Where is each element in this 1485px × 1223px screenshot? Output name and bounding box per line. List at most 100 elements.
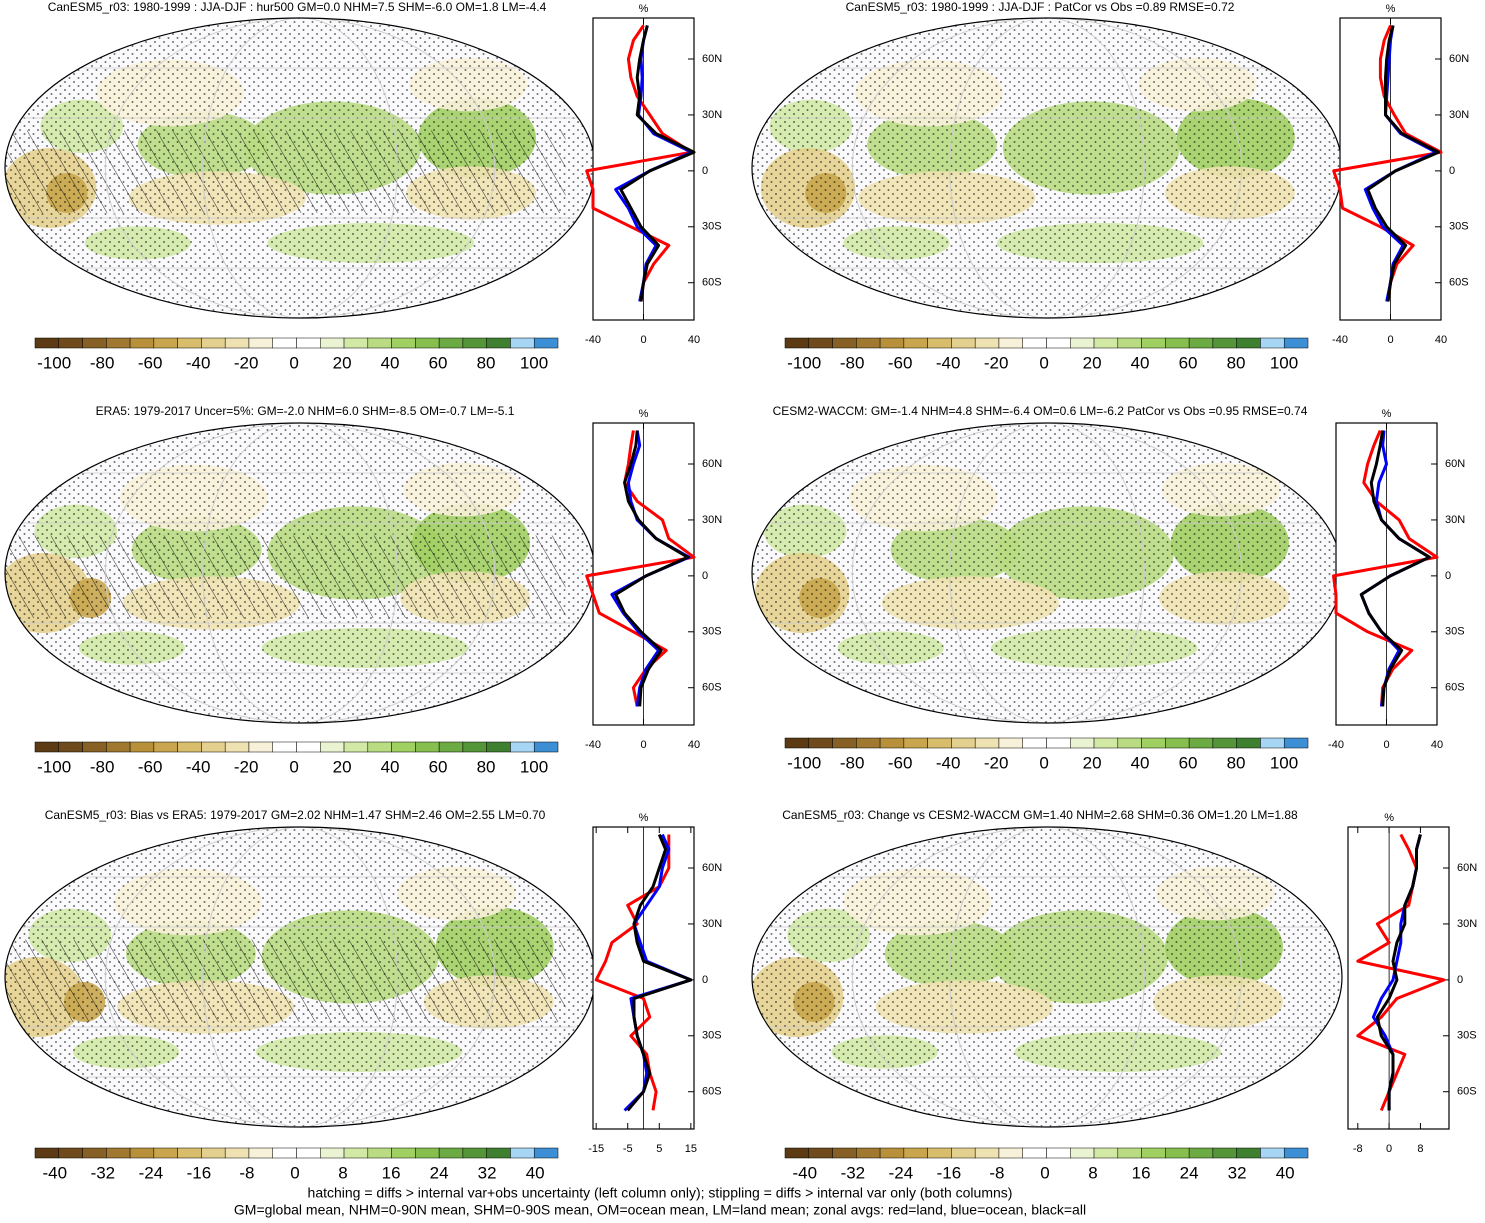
colorbar-box <box>927 337 952 349</box>
y-tick-label: 30S <box>702 626 722 638</box>
colorbar-box <box>296 337 321 349</box>
axis-label: % <box>1384 812 1394 824</box>
colorbar-box <box>1165 337 1190 349</box>
colorbar-label: -80 <box>840 353 865 372</box>
colorbar-box <box>1212 337 1237 349</box>
colorbar-label: -100 <box>37 353 71 372</box>
colorbar-label: -24 <box>889 1163 914 1182</box>
colorbar-box <box>82 1147 107 1159</box>
colorbar-label: 60 <box>429 353 448 372</box>
colorbar-box <box>320 1147 345 1159</box>
colorbar-box <box>462 337 487 349</box>
colorbar-box <box>1188 737 1214 749</box>
y-tick-label: 30S <box>702 1030 722 1042</box>
colorbar-box <box>1070 337 1095 349</box>
panel: ERA5: 1979-2017 Uncer=5%: GM=-2.0 NHM=6.… <box>4 404 722 776</box>
colorbar-box <box>1117 737 1142 749</box>
colorbar-box <box>320 741 345 753</box>
graticule <box>949 423 1145 723</box>
y-tick-label: 60S <box>702 277 722 289</box>
colorbar-box <box>391 741 416 753</box>
colorbar-box <box>486 741 511 753</box>
colorbar-box <box>1283 337 1309 349</box>
x-tick-label: -40 <box>1332 334 1348 346</box>
colorbar-box <box>1260 737 1285 749</box>
colorbar-label: -80 <box>90 757 115 776</box>
map <box>5 18 595 318</box>
colorbar-box <box>510 337 535 349</box>
colorbar-box <box>998 737 1023 749</box>
colorbar-box <box>974 337 1000 349</box>
colorbar-box <box>1117 1147 1142 1159</box>
colorbar-box <box>856 737 881 749</box>
colorbar-label: 20 <box>333 757 352 776</box>
x-tick-label: -40 <box>585 334 601 346</box>
colorbar-box <box>367 1147 392 1159</box>
colorbar-box <box>1165 1147 1190 1159</box>
colorbar-label: 8 <box>1088 1163 1097 1182</box>
colorbar-label: -16 <box>937 1163 962 1182</box>
colorbar-box <box>129 337 155 349</box>
y-tick-label: 30N <box>1445 514 1465 526</box>
colorbar-box <box>177 1147 202 1159</box>
y-tick-label: 60N <box>1445 458 1465 470</box>
colorbar-box <box>832 737 857 749</box>
colorbar-box <box>129 1147 155 1159</box>
colorbar-label: -20 <box>234 757 259 776</box>
colorbar-box <box>1046 737 1071 749</box>
colorbar-box <box>272 337 297 349</box>
colorbar-label: 40 <box>381 757 400 776</box>
colorbar-label: 40 <box>526 1163 545 1182</box>
colorbar-box <box>998 1147 1023 1159</box>
colorbar-label: -60 <box>138 757 163 776</box>
hatching <box>5 535 566 618</box>
x-tick-label: 8 <box>1417 1143 1423 1155</box>
colorbar-label: -20 <box>984 353 1009 372</box>
colorbar-box <box>153 1147 178 1159</box>
colorbar-box <box>784 737 810 749</box>
colorbar-label: -80 <box>90 353 115 372</box>
colorbar-box <box>1093 337 1119 349</box>
colorbar-box <box>391 1147 416 1159</box>
colorbar-box <box>1260 1147 1285 1159</box>
colorbar-box <box>391 337 416 349</box>
colorbar-label: -40 <box>186 353 211 372</box>
colorbar-box <box>879 337 905 349</box>
colorbar-box <box>34 1147 60 1159</box>
panel-title: CESM2-WACCM: GM=-1.4 NHM=4.8 SHM=-6.4 OM… <box>773 404 1308 418</box>
panel-title: CanESM5_r03: Change vs CESM2-WACCM GM=1.… <box>782 808 1298 822</box>
colorbar-label: -100 <box>787 353 821 372</box>
y-tick-label: 60S <box>1457 1086 1477 1098</box>
y-tick-label: 60S <box>1445 682 1465 694</box>
colorbar-box <box>784 337 810 349</box>
y-tick-label: 0 <box>1449 165 1455 177</box>
colorbar-box <box>1212 737 1237 749</box>
colorbar-box <box>343 741 369 753</box>
x-tick-label: -8 <box>1353 1143 1363 1155</box>
graticule <box>202 18 398 318</box>
y-tick-label: 60N <box>702 458 722 470</box>
colorbar-label: -8 <box>989 1163 1004 1182</box>
colorbar-label: -20 <box>984 753 1009 772</box>
panel: CanESM5_r03: 1980-1999 : JJA-DJF : PatCo… <box>751 0 1469 372</box>
colorbar-box <box>1022 1147 1047 1159</box>
panel-title: CanESM5_r03: 1980-1999 : JJA-DJF : PatCo… <box>846 0 1235 14</box>
colorbar-box <box>832 1147 857 1159</box>
colorbar-label: 40 <box>1131 753 1150 772</box>
hatching <box>5 130 566 213</box>
colorbar-box <box>224 1147 250 1159</box>
colorbar-label: -8 <box>239 1163 254 1182</box>
colorbar-box <box>951 1147 976 1159</box>
colorbar-box <box>82 337 107 349</box>
colorbar-label: 40 <box>381 353 400 372</box>
colorbar-label: -16 <box>187 1163 212 1182</box>
graticule <box>202 827 398 1127</box>
colorbar-box <box>415 741 440 753</box>
colorbar-box <box>856 1147 881 1159</box>
colorbar-box <box>1093 1147 1119 1159</box>
colorbar-box <box>927 1147 952 1159</box>
colorbar-box <box>808 337 833 349</box>
colorbar-label: -80 <box>840 753 865 772</box>
colorbar-box <box>415 337 440 349</box>
colorbar-box <box>1283 737 1309 749</box>
